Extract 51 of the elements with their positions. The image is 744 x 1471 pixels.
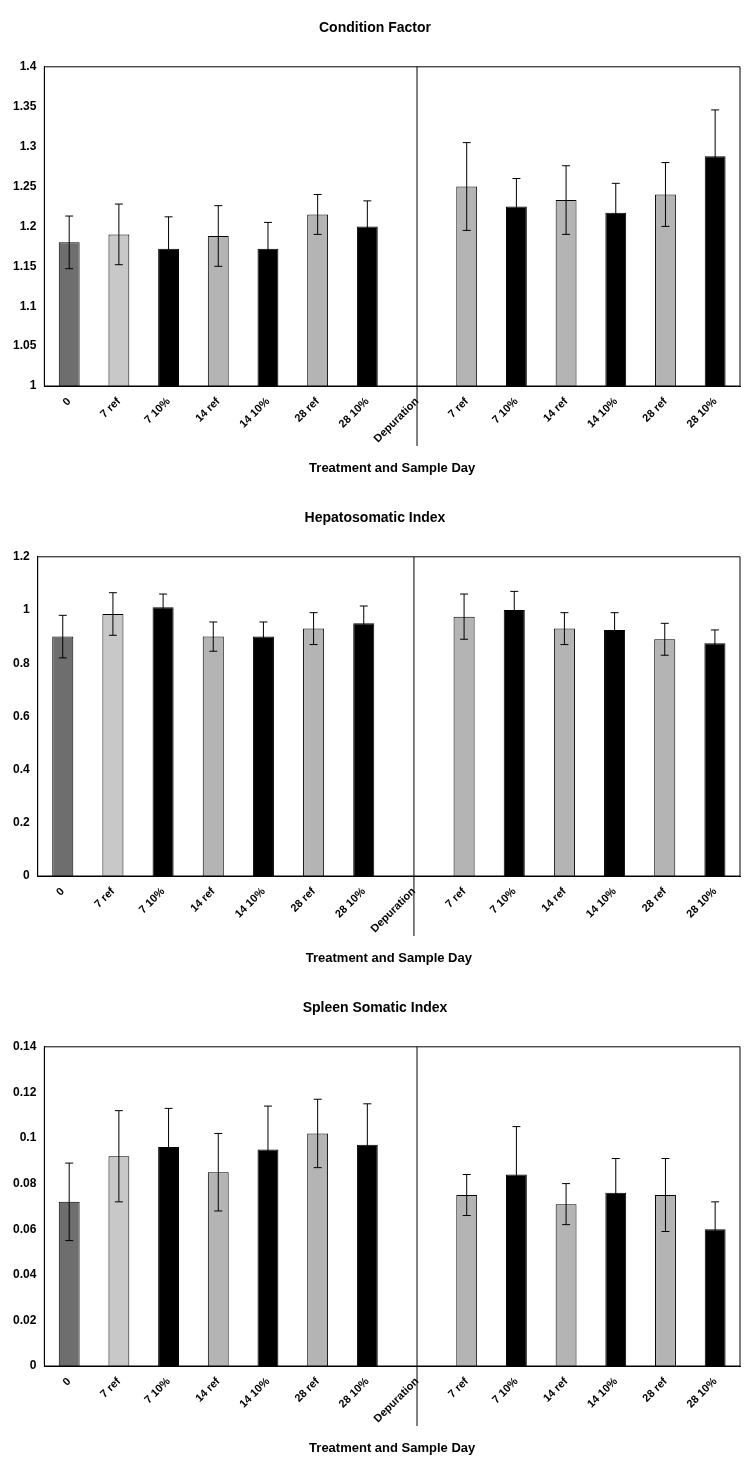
x-tick-label: 14 ref	[540, 394, 570, 424]
y-tick-label: 1.1	[19, 298, 37, 313]
y-tick-label: 0.14	[13, 1039, 37, 1054]
y-tick-label: 0.4	[12, 761, 30, 776]
x-tick-label: 0	[59, 1374, 73, 1388]
x-tick-label: 14 ref	[187, 884, 218, 914]
y-tick-label: 1.15	[13, 258, 37, 273]
x-axis-title: Treatment and Sample Day	[305, 949, 473, 965]
x-tick-label: 7 ref	[442, 884, 468, 910]
y-tick-label: 0	[29, 1358, 37, 1373]
x-tick-label: 7 ref	[91, 884, 117, 910]
x-tick-label: 7 ref	[445, 1374, 471, 1400]
x-tick-label: 28 ref	[639, 394, 670, 424]
y-tick-label: 1.05	[13, 338, 37, 353]
x-tick-label: 7 ref	[97, 394, 123, 420]
y-tick-label: 0.04	[13, 1267, 37, 1282]
y-tick-label: 0.02	[13, 1312, 37, 1327]
x-tick-label: 28 ref	[291, 1374, 322, 1404]
x-tick-label: 0	[53, 884, 67, 898]
x-axis-title: Treatment and Sample Day	[309, 459, 477, 475]
chart-title: Condition Factor	[319, 19, 432, 36]
x-tick-label: 14 ref	[192, 394, 223, 424]
y-tick-label: 1	[29, 378, 37, 393]
y-tick-label: 1.2	[12, 549, 30, 564]
y-tick-label: 1.4	[19, 59, 37, 74]
chart-title: Spleen Somatic Index	[302, 999, 448, 1016]
y-tick-label: 1	[22, 602, 30, 617]
y-tick-label: 0	[22, 868, 30, 883]
y-tick-label: 0.2	[12, 815, 30, 830]
y-tick-label: 1.35	[13, 99, 37, 114]
x-tick-label: 14 ref	[540, 1374, 570, 1404]
y-tick-label: 0.1	[19, 1130, 37, 1145]
y-tick-label: 1.3	[19, 138, 37, 153]
y-tick-label: 1.25	[13, 178, 37, 193]
x-tick-label: 14 ref	[192, 1374, 223, 1404]
x-axis-title: Treatment and Sample Day	[309, 1439, 477, 1455]
x-tick-label: 28 ref	[291, 394, 322, 424]
y-tick-label: 0.06	[13, 1221, 37, 1236]
x-tick-label: 14 ref	[538, 884, 569, 914]
y-tick-label: 0.8	[12, 655, 30, 670]
x-tick-label: 28 ref	[639, 1374, 670, 1404]
y-tick-label: 1.2	[19, 218, 37, 233]
x-tick-label: 7 ref	[445, 394, 471, 420]
y-tick-label: 0.08	[13, 1175, 37, 1190]
chart-title: Hepatosomatic Index	[304, 509, 446, 526]
x-tick-label: 28 ref	[639, 884, 669, 914]
x-tick-label: 7 ref	[97, 1374, 123, 1400]
x-tick-label: 28 ref	[287, 884, 318, 914]
y-tick-label: 0.12	[13, 1084, 37, 1099]
x-tick-label: 0	[59, 394, 73, 408]
y-tick-label: 0.6	[12, 708, 30, 723]
